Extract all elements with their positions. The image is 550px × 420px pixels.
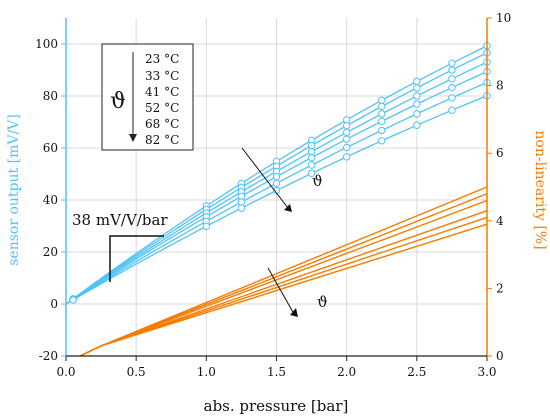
theta-arrow-lower-head [290, 308, 298, 317]
sensor-data-point [448, 66, 456, 74]
theta-arrow-upper-head [284, 204, 292, 212]
sensor-data-point [413, 121, 421, 129]
theta-arrow-lower-shaft [267, 267, 295, 315]
theta-arrow-upper-shaft [241, 147, 289, 209]
y-right-tick-label: 4 [496, 214, 504, 228]
sensor-data-point [272, 179, 281, 187]
y-right-tick-label: 10 [496, 11, 511, 25]
non-linearity-series-line [79, 216, 488, 357]
x-tick-label: 0.5 [127, 365, 146, 379]
x-tick-label: 0.0 [56, 365, 75, 379]
sensor-data-point [307, 141, 316, 150]
sensor-data-point [448, 75, 456, 83]
sensor-data-point [413, 77, 421, 86]
sensor-data-point [378, 117, 386, 126]
tick-labels: 0.0 0.5 1.0 1.5 2.0 2.5 3.0 -20 0 20 40 60 80 100 0 2 4 6… [35, 11, 511, 379]
legend-box [101, 43, 194, 151]
y-right-tick-label: 6 [496, 146, 504, 160]
sensor-data-point [342, 135, 351, 143]
sensor-data-point [307, 169, 316, 178]
sensor-data-point [237, 198, 246, 206]
y-left-tick-label: 0 [50, 297, 58, 311]
theta-label-lower: ϑ [317, 293, 328, 311]
y-left-tick-label: -20 [39, 349, 58, 363]
sensor-data-point [307, 147, 316, 156]
sensor-data-point [448, 106, 456, 114]
x-tick-label: 1.5 [267, 365, 286, 379]
sensor-data-point [448, 94, 456, 102]
theta-arrow-lower: ϑ [267, 267, 328, 317]
x-tick-label: 2.5 [407, 365, 426, 379]
legend: ϑ 23 °C 33 °C 41 °C 52 °C 68 °C 82 °C [101, 43, 194, 151]
y-left-tick-label: 100 [35, 37, 58, 51]
x-tick-label: 3.0 [477, 365, 496, 379]
sensor-data-point [202, 222, 211, 230]
sensor-data-point [342, 143, 351, 152]
theta-arrow-upper: ϑ [241, 147, 323, 212]
non-linearity-series [79, 186, 488, 357]
non-linearity-series-line [79, 209, 488, 357]
sensor-data-point [448, 83, 456, 92]
sensor-data-point [342, 153, 351, 161]
legend-arrow-head [129, 134, 137, 142]
y-right-tick-label: 0 [496, 349, 504, 363]
y-left-tick-label: 20 [43, 245, 58, 259]
sensor-data-point [448, 59, 456, 67]
non-linearity-series-line [79, 223, 488, 357]
theta-label-upper: ϑ [312, 172, 323, 190]
sensor-data-point [378, 110, 386, 118]
x-tick-label: 1.0 [197, 365, 216, 379]
legend-entry: 23 °C [145, 52, 179, 66]
legend-theta-symbol: ϑ [110, 89, 126, 114]
y-axis-right-label: non-linearity [%] [532, 130, 548, 249]
axes [61, 17, 492, 361]
legend-entry: 33 °C [145, 69, 179, 83]
sensor-data-point [413, 110, 421, 118]
legend-entry: 52 °C [145, 101, 179, 115]
slope-triangle [109, 235, 164, 282]
legend-entry: 82 °C [145, 133, 179, 147]
y-right-tick-label: 2 [496, 281, 504, 295]
legend-entry: 68 °C [145, 117, 179, 131]
y-left-tick-label: 40 [43, 193, 58, 207]
sensor-data-point [378, 126, 386, 135]
x-tick-label: 2.0 [337, 365, 356, 379]
sensitivity-annotation: 38 mV/V/bar [72, 211, 168, 282]
sensor-data-point [307, 153, 316, 162]
sensor-data-point [237, 204, 246, 212]
sensor-data-point [272, 172, 281, 181]
sensor-data-point [378, 102, 386, 111]
sensor-data-point [342, 121, 351, 130]
sensor-data-point [413, 84, 421, 92]
y-axis-left-label: sensor output [mV/V] [6, 114, 22, 266]
sensor-data-point [307, 161, 316, 169]
y-left-tick-label: 80 [43, 89, 58, 103]
legend-entry: 41 °C [145, 85, 179, 99]
sensor-data-point [413, 100, 421, 108]
y-right-tick-label: 8 [496, 79, 504, 93]
y-left-tick-label: 60 [43, 141, 58, 155]
sensor-data-point [69, 296, 77, 304]
sensor-data-point [413, 92, 421, 100]
sensor-data-point [378, 96, 386, 104]
sensor-data-point [378, 137, 386, 145]
x-axis-label: abs. pressure [bar] [204, 397, 349, 415]
sensitivity-label: 38 mV/V/bar [72, 211, 168, 229]
sensor-data-point [342, 128, 351, 137]
